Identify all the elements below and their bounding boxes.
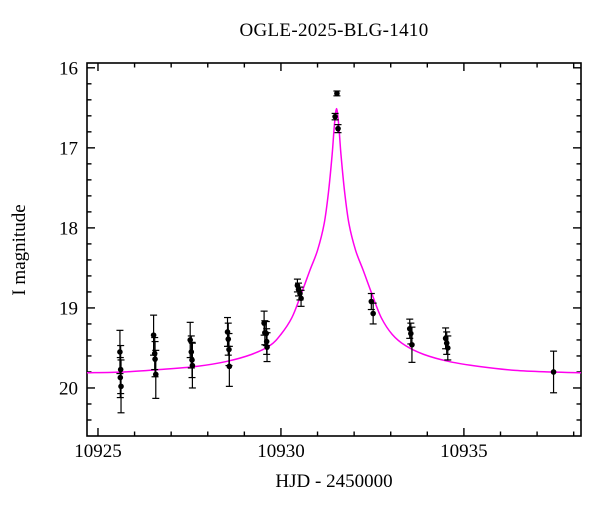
data-point: [263, 332, 271, 363]
data-point: [408, 326, 416, 363]
data-point: [334, 124, 342, 134]
data-point: [224, 316, 232, 347]
y-tick-label: 17: [59, 138, 78, 159]
x-axis-label: HJD - 2450000: [275, 471, 393, 492]
data-point: [297, 289, 305, 307]
data-point: [331, 112, 339, 121]
model-curve: [86, 107, 582, 374]
y-axis-label: I magnitude: [9, 204, 30, 296]
data-point: [407, 322, 415, 345]
y-tick-label: 16: [59, 58, 78, 79]
data-point: [444, 335, 452, 361]
y-tick-label: 19: [59, 298, 78, 319]
chart-title: OGLE-2025-BLG-1410: [239, 20, 429, 41]
data-point: [188, 342, 196, 389]
axis-ticks: [87, 63, 581, 436]
x-tick-label: 10925: [74, 441, 122, 462]
data-point: [152, 349, 160, 399]
data-point: [443, 331, 451, 355]
data-point: [117, 359, 125, 414]
data-point: [116, 356, 124, 399]
data-point: [367, 292, 375, 311]
photometry-points: [116, 90, 558, 414]
data-point: [369, 302, 377, 325]
data-point: [225, 345, 233, 387]
y-tick-label: 18: [59, 218, 78, 239]
data-point: [150, 314, 158, 356]
data-point: [550, 350, 558, 394]
x-tick-label: 10935: [440, 441, 488, 462]
y-tick-label: 20: [59, 378, 78, 399]
plot-box: [86, 62, 582, 437]
data-point: [333, 90, 341, 97]
x-tick-label: 10930: [257, 441, 305, 462]
data-point: [151, 340, 159, 378]
tick-labels: 10925 10930 10935 16 17 18 19 20: [59, 58, 488, 462]
